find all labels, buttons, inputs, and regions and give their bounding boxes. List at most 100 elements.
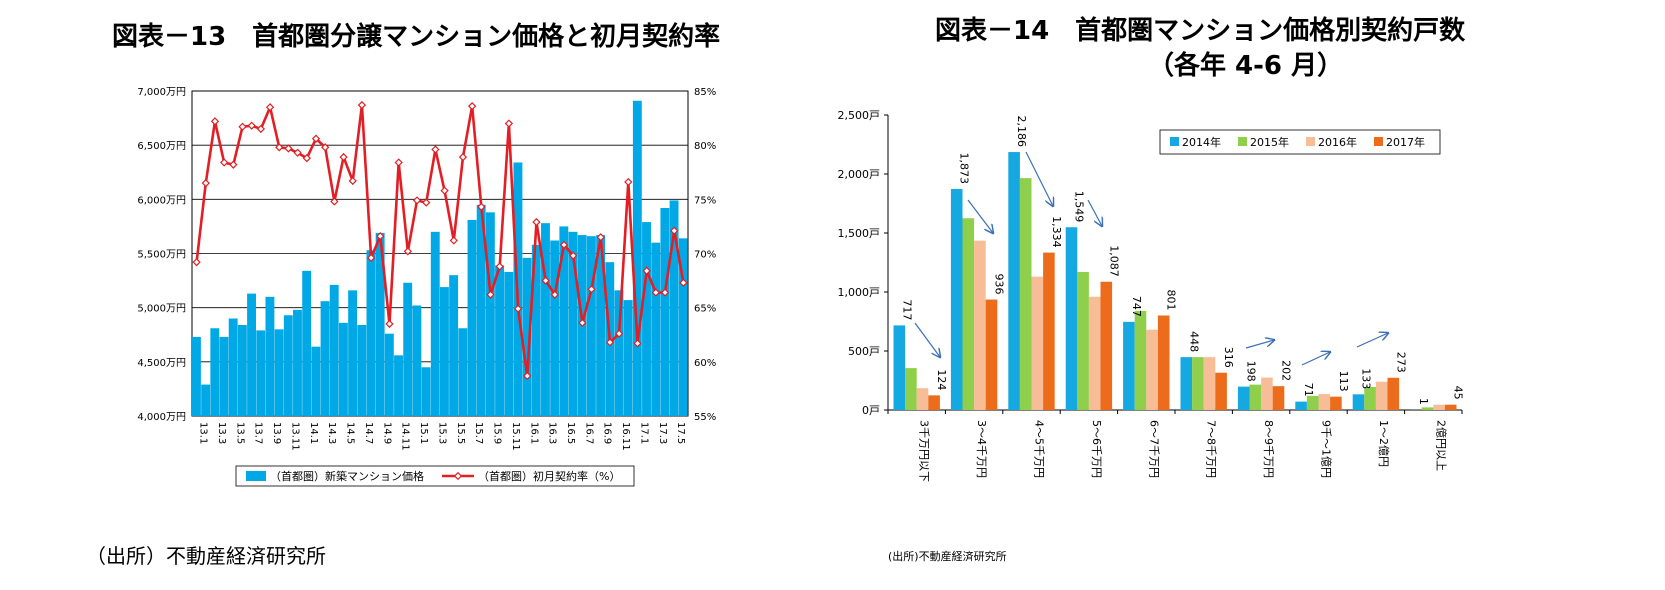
contract-rate-marker — [192, 258, 201, 267]
contract-rate-marker — [219, 158, 229, 167]
trend-arrow — [914, 322, 940, 357]
right-chart-title: 図表－14 首都圏マンション価格別契約戸数 — [935, 16, 1466, 46]
bar-2016年 — [1433, 404, 1445, 410]
price-bar — [586, 236, 596, 416]
price-bar — [237, 325, 247, 416]
price-bar — [384, 333, 394, 416]
contract-rate-marker — [302, 154, 311, 163]
contract-rate-marker — [651, 288, 661, 297]
bar-2017年 — [1387, 377, 1400, 410]
x-tick-label: 17.3 — [657, 422, 668, 444]
bar-2015年 — [1364, 386, 1376, 410]
category-label: 8～9千万円 — [1262, 420, 1275, 478]
bar-2016年 — [1375, 381, 1388, 410]
price-contract-rate-chart: 4,000万円 4,500万円 5,000万円 5,500万円 6,000万円 6,500… — [137, 87, 716, 487]
contract-rate-marker — [412, 196, 422, 205]
price-bar — [201, 384, 211, 416]
bar-2015年 — [1077, 271, 1089, 410]
right-chart-subtitle: （各年 4-6 月） — [1148, 51, 1344, 81]
category-label: 3～4千万円 — [975, 420, 988, 478]
contract-rate-marker — [210, 117, 220, 126]
y-right-tick-label: 75% — [694, 195, 716, 206]
y-left-tick-label: 6,500万円 — [137, 141, 186, 152]
y-tick-label: 1,500戸 — [838, 227, 881, 240]
bar-2016年 — [1088, 296, 1101, 410]
x-tick-label: 13.11 — [289, 422, 300, 451]
bar-2016年 — [1203, 357, 1216, 410]
bar-2017年 — [1444, 404, 1457, 410]
data-label-2017: 1,334 — [1050, 216, 1063, 248]
legend-line-marker — [453, 471, 463, 481]
data-label-2014: 198 — [1245, 361, 1258, 382]
contract-rate-marker — [247, 121, 256, 130]
y-right-tick-label: 85% — [694, 87, 716, 98]
bar-2015年 — [1192, 357, 1204, 410]
price-bar — [247, 293, 256, 416]
category-label: 1～2億円 — [1377, 420, 1390, 467]
x-tick-label: 13.5 — [234, 422, 245, 444]
price-bar — [430, 231, 440, 416]
data-label-2017: 45 — [1452, 386, 1465, 400]
price-bar — [568, 231, 578, 416]
price-bar — [614, 290, 624, 416]
contract-rate-marker — [587, 285, 596, 294]
contract-rate-marker — [660, 288, 670, 297]
data-label-2014: 1,873 — [958, 152, 971, 184]
price-bar — [596, 235, 606, 416]
legend-label-2016年: 2016年 — [1318, 135, 1357, 149]
left-chart-title: 図表－13 首都圏分譲マンション価格と初月契約率 — [112, 22, 721, 52]
x-tick-label: 15.7 — [473, 422, 484, 444]
contract-rate-marker — [458, 152, 468, 162]
legend-swatch-2014年 — [1170, 137, 1179, 146]
price-bar — [651, 242, 661, 416]
bar-2015年 — [962, 218, 975, 410]
x-tick-label: 14.9 — [381, 422, 392, 444]
price-bar — [293, 309, 302, 416]
bar-2014年 — [1008, 152, 1020, 410]
trend-arrow — [1301, 352, 1330, 366]
contract-rate-marker — [431, 145, 440, 154]
price-bar — [375, 232, 385, 416]
y-left-tick-label: 6,000万円 — [137, 195, 186, 206]
price-bar — [403, 282, 413, 416]
y-tick-label: 1,000戸 — [838, 286, 881, 299]
data-label-2017: 273 — [1394, 352, 1407, 373]
data-label-2014: 2,186 — [1015, 116, 1028, 148]
data-label-2017: 801 — [1165, 289, 1178, 310]
data-label-2017: 936 — [993, 274, 1006, 295]
contract-rate-marker — [559, 240, 569, 249]
data-label-2014: 1,549 — [1073, 191, 1086, 223]
price-bar — [531, 244, 541, 416]
price-bar — [504, 271, 514, 416]
bar-2014年 — [1237, 386, 1250, 410]
price-bar — [357, 325, 367, 416]
data-label-2017: 124 — [935, 369, 948, 390]
bar-2015年 — [1306, 395, 1319, 410]
price-bar — [210, 328, 220, 416]
contract-rate-marker — [256, 124, 266, 134]
category-label: 5～6千万円 — [1090, 420, 1103, 478]
trend-arrow — [1356, 333, 1388, 348]
bar-2014年 — [1295, 401, 1307, 410]
x-tick-label: 15.9 — [492, 422, 503, 444]
x-tick-label: 14.11 — [400, 422, 411, 451]
x-tick-label: 15.11 — [510, 422, 521, 451]
contract-rate-marker — [569, 251, 578, 260]
contract-rate-marker — [330, 197, 339, 206]
price-bar — [495, 265, 504, 416]
bar-2017年 — [1330, 396, 1342, 410]
x-tick-label: 15.1 — [418, 422, 429, 444]
price-bar — [541, 223, 550, 416]
price-bar — [550, 240, 560, 416]
contract-rate-marker — [504, 119, 514, 128]
bar-2015年 — [1134, 310, 1147, 410]
price-bar — [660, 208, 670, 416]
right-source-note: (出所)不動産経済研究所 — [888, 550, 1007, 563]
price-bar — [642, 222, 651, 416]
contract-rate-marker — [449, 236, 458, 245]
price-bar — [440, 287, 449, 416]
trend-arrow — [967, 199, 993, 233]
bar-2015年 — [905, 368, 917, 410]
price-bar — [485, 212, 495, 416]
contract-rate-marker — [422, 198, 431, 207]
